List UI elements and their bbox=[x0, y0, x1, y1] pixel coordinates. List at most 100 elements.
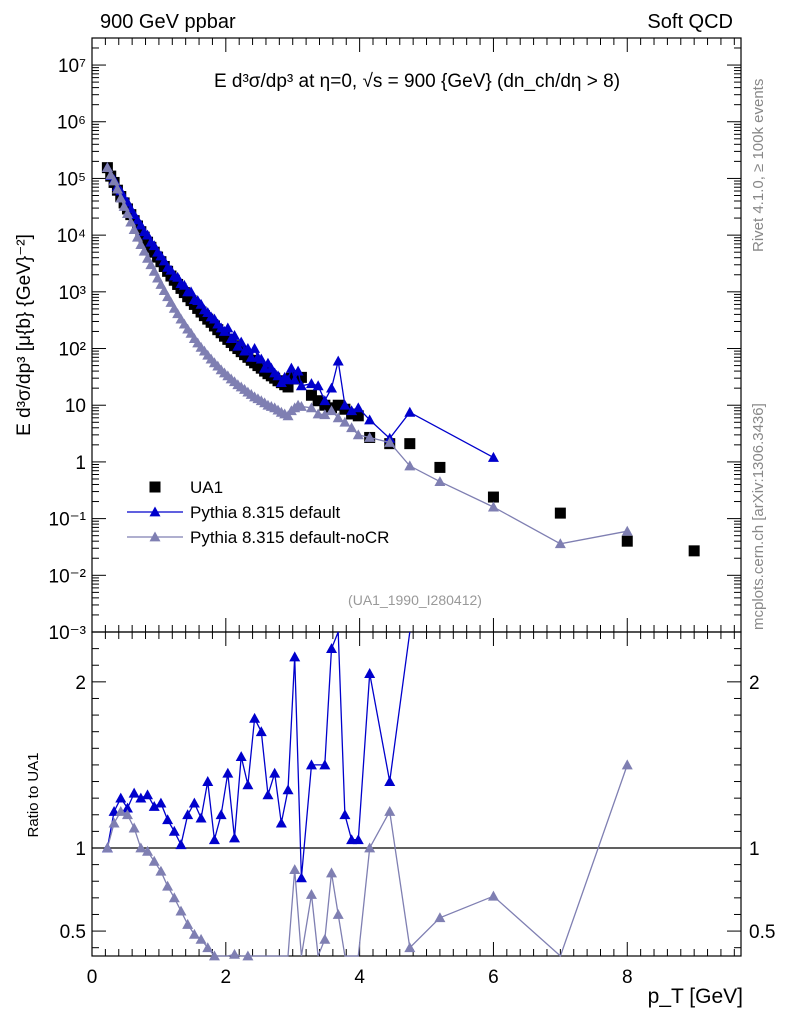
data-point bbox=[352, 410, 364, 422]
ratio-point bbox=[208, 950, 220, 961]
data-point bbox=[128, 224, 140, 235]
ratio-point bbox=[275, 817, 287, 828]
data-point bbox=[118, 200, 130, 211]
ratio-point bbox=[289, 864, 301, 874]
data-point bbox=[312, 380, 324, 391]
ratio-point bbox=[208, 834, 220, 845]
ratio-point bbox=[235, 751, 247, 762]
data-point bbox=[364, 414, 376, 425]
ratio-point bbox=[621, 759, 633, 770]
ratio-point bbox=[115, 805, 127, 816]
data-point bbox=[108, 175, 120, 186]
ratio-point bbox=[168, 825, 180, 836]
data-point bbox=[319, 395, 331, 406]
analysis-tag: (UA1_1990_I280412) bbox=[348, 592, 482, 608]
data-point bbox=[292, 365, 304, 376]
ratio-point bbox=[108, 817, 120, 828]
ratio-y-axis-label: Ratio to UA1 bbox=[25, 752, 42, 837]
data-point bbox=[332, 399, 344, 411]
series-2 bbox=[101, 162, 633, 549]
main-y-tick-label: 10 bbox=[65, 396, 86, 417]
data-point bbox=[554, 538, 566, 549]
data-point bbox=[115, 192, 127, 203]
data-point bbox=[235, 336, 247, 347]
data-point bbox=[332, 355, 344, 366]
data-point bbox=[404, 438, 416, 450]
ratio-point bbox=[148, 855, 160, 866]
ratio-point bbox=[168, 892, 180, 903]
ratio-series-1 bbox=[101, 759, 633, 961]
data-point bbox=[229, 329, 241, 340]
ratio-point bbox=[242, 779, 254, 790]
data-point bbox=[339, 416, 351, 427]
data-point bbox=[346, 405, 358, 416]
x-tick-label: 2 bbox=[221, 967, 232, 988]
ratio-point bbox=[162, 880, 174, 891]
ratio-point bbox=[305, 759, 317, 770]
data-point bbox=[295, 380, 307, 391]
ratio-point bbox=[128, 822, 140, 833]
ratio-point bbox=[128, 787, 140, 798]
data-point bbox=[101, 162, 113, 173]
main-y-tick-label: 10³ bbox=[59, 283, 86, 304]
ratio-point bbox=[142, 845, 154, 856]
data-point bbox=[272, 370, 284, 381]
data-point bbox=[621, 525, 633, 536]
data-point bbox=[142, 252, 154, 263]
ratio-point bbox=[295, 872, 307, 883]
data-point bbox=[135, 219, 147, 230]
data-point bbox=[326, 405, 338, 416]
data-point bbox=[404, 460, 416, 471]
ratio-point bbox=[269, 767, 281, 778]
x-tick-label: 0 bbox=[87, 967, 98, 988]
ratio-point bbox=[487, 890, 499, 901]
ratio-point bbox=[229, 832, 241, 843]
data-point bbox=[688, 545, 700, 557]
ratio-point bbox=[101, 842, 113, 853]
data-point bbox=[178, 279, 190, 290]
ratio-point bbox=[135, 842, 147, 853]
rivet-label: Rivet 4.1.0, ≥ 100k events bbox=[750, 79, 767, 252]
ratio-y-tick-label: 0.5 bbox=[60, 922, 86, 943]
main-y-tick-label: 10⁻² bbox=[49, 566, 87, 587]
ratio-point bbox=[148, 800, 160, 811]
data-point bbox=[434, 476, 446, 486]
ratio-point bbox=[115, 792, 127, 803]
ratio-y-tick-label: 2 bbox=[75, 673, 86, 694]
ratio-point bbox=[249, 712, 261, 723]
data-point bbox=[185, 286, 197, 297]
legend-label: Pythia 8.315 default bbox=[190, 503, 341, 522]
ratio-point bbox=[215, 809, 227, 820]
data-point bbox=[295, 400, 307, 411]
legend-label: Pythia 8.315 default-noCR bbox=[190, 528, 389, 547]
x-tick-label: 6 bbox=[488, 967, 499, 988]
header-right: Soft QCD bbox=[647, 11, 733, 33]
data-point bbox=[152, 272, 164, 283]
ratio-point bbox=[155, 865, 167, 876]
legend-marker bbox=[149, 506, 161, 517]
data-point bbox=[282, 381, 294, 393]
ratio-point bbox=[364, 842, 376, 853]
data-point bbox=[255, 353, 267, 364]
ratio-point bbox=[289, 651, 301, 662]
ratio-point bbox=[135, 792, 147, 803]
series-line bbox=[106, 167, 628, 545]
data-point bbox=[125, 216, 137, 227]
data-point bbox=[434, 461, 446, 473]
main-y-tick-label: 10⁶ bbox=[57, 113, 86, 134]
series-1 bbox=[101, 162, 499, 462]
data-point bbox=[289, 374, 301, 385]
ratio-point bbox=[282, 784, 294, 795]
data-point bbox=[384, 437, 396, 447]
data-point bbox=[487, 501, 499, 512]
data-point bbox=[285, 362, 297, 373]
legend-label: UA1 bbox=[190, 478, 223, 497]
ratio-series-layer bbox=[101, 631, 633, 961]
ratio-point bbox=[202, 776, 214, 786]
ratio-point bbox=[222, 767, 234, 778]
data-point bbox=[404, 406, 416, 417]
ratio-point bbox=[188, 928, 200, 939]
data-point bbox=[312, 408, 324, 419]
data-point bbox=[305, 378, 317, 389]
